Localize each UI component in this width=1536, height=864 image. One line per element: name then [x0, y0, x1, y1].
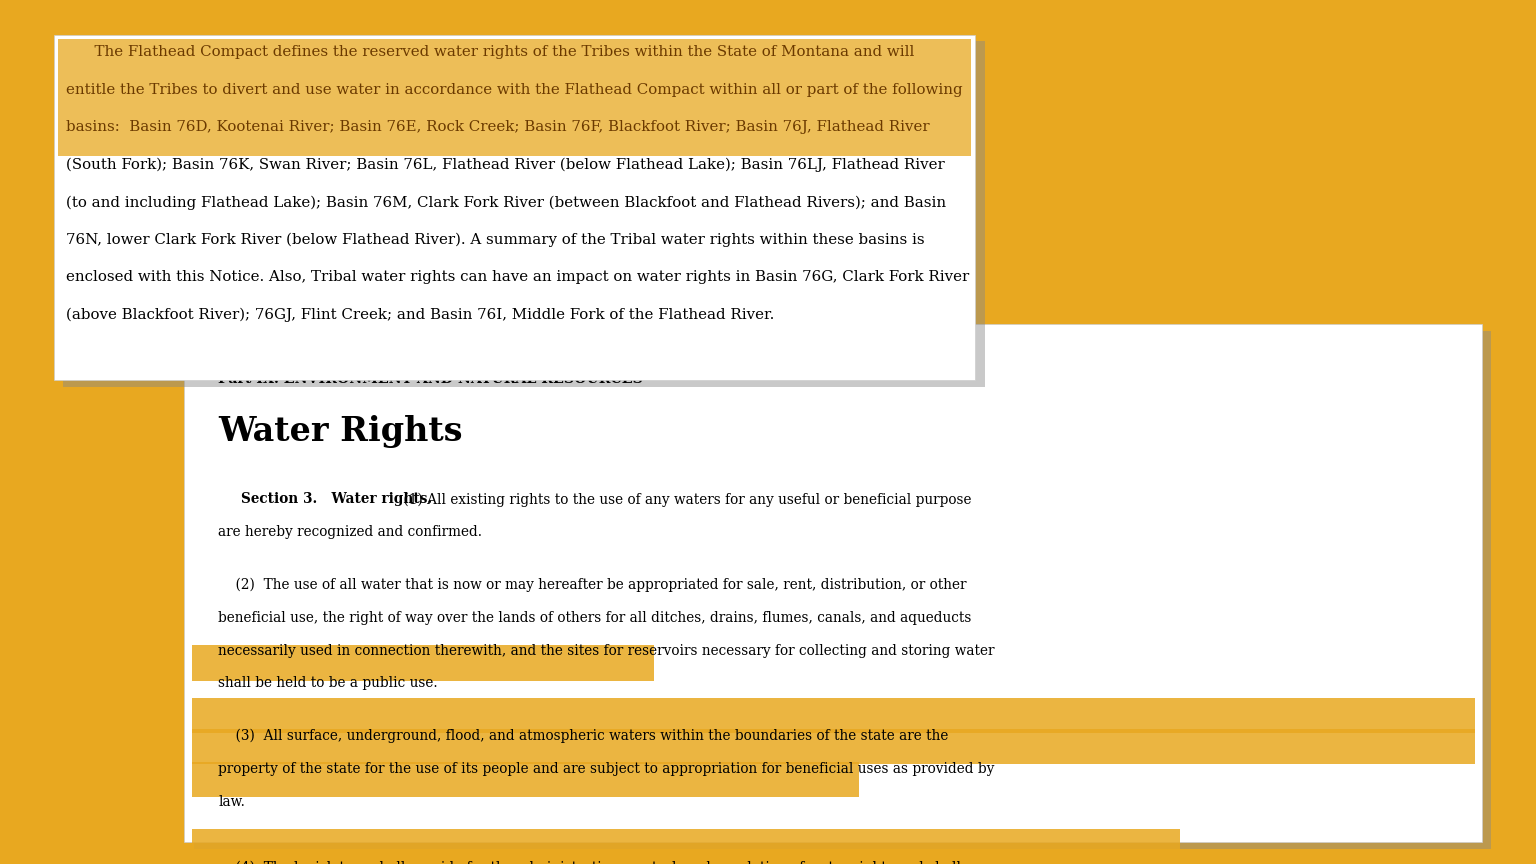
Text: (2)  The use of all water that is now or may hereafter be appropriated for sale,: (2) The use of all water that is now or …	[218, 578, 966, 592]
FancyBboxPatch shape	[194, 331, 1491, 849]
Text: basins:  Basin 76D, Kootenai River; Basin 76E, Rock Creek; Basin 76F, Blackfoot : basins: Basin 76D, Kootenai River; Basin…	[66, 120, 929, 134]
FancyBboxPatch shape	[54, 35, 975, 380]
FancyBboxPatch shape	[184, 324, 1482, 842]
Text: (1) All existing rights to the use of any waters for any useful or beneficial pu: (1) All existing rights to the use of an…	[399, 492, 972, 507]
Text: THE CONSTITUTION OF THE STATE OF MONTANA: THE CONSTITUTION OF THE STATE OF MONTANA	[218, 340, 535, 351]
Text: shall be held to be a public use.: shall be held to be a public use.	[218, 677, 438, 690]
Text: beneficial use, the right of way over the lands of others for all ditches, drain: beneficial use, the right of way over th…	[218, 611, 971, 625]
Text: Water Rights: Water Rights	[218, 415, 462, 448]
FancyBboxPatch shape	[192, 829, 1180, 864]
Text: (South Fork); Basin 76K, Swan River; Basin 76L, Flathead River (below Flathead L: (South Fork); Basin 76K, Swan River; Bas…	[66, 157, 945, 172]
Text: (3)  All surface, underground, flood, and atmospheric waters within the boundari: (3) All surface, underground, flood, and…	[218, 729, 949, 743]
FancyBboxPatch shape	[192, 729, 1475, 765]
Text: property of the state for the use of its people and are subject to appropriation: property of the state for the use of its…	[218, 762, 994, 776]
FancyBboxPatch shape	[63, 41, 985, 387]
FancyBboxPatch shape	[58, 39, 971, 156]
Text: (to and including Flathead Lake); Basin 76M, Clark Fork River (between Blackfoot: (to and including Flathead Lake); Basin …	[66, 195, 946, 210]
Text: Part IX. ENVIRONMENT AND NATURAL RESOURCES: Part IX. ENVIRONMENT AND NATURAL RESOURC…	[218, 372, 644, 386]
Text: entitle the Tribes to divert and use water in accordance with the Flathead Compa: entitle the Tribes to divert and use wat…	[66, 83, 963, 97]
Text: necessarily used in connection therewith, and the sites for reservoirs necessary: necessarily used in connection therewith…	[218, 644, 995, 658]
FancyBboxPatch shape	[192, 762, 859, 797]
Text: (above Blackfoot River); 76GJ, Flint Creek; and Basin 76I, Middle Fork of the Fl: (above Blackfoot River); 76GJ, Flint Cre…	[66, 308, 774, 322]
FancyBboxPatch shape	[192, 698, 1475, 734]
Text: ARTICLE IX. ENVIRONMENT AND NATURAL RESOURCES: ARTICLE IX. ENVIRONMENT AND NATURAL RESO…	[218, 355, 574, 366]
Text: (4)  The legislature shall provide for the administration, control, and regulati: (4) The legislature shall provide for th…	[218, 861, 962, 864]
FancyBboxPatch shape	[192, 645, 654, 681]
Text: are hereby recognized and confirmed.: are hereby recognized and confirmed.	[218, 525, 482, 539]
Text: law.: law.	[218, 795, 244, 809]
Text: enclosed with this Notice. Also, Tribal water rights can have an impact on water: enclosed with this Notice. Also, Tribal …	[66, 270, 969, 284]
Text: The Flathead Compact defines the reserved water rights of the Tribes within the : The Flathead Compact defines the reserve…	[66, 45, 914, 59]
Text: 76N, lower Clark Fork River (below Flathead River). A summary of the Tribal wate: 76N, lower Clark Fork River (below Flath…	[66, 232, 925, 247]
Text: Section 3.   Water rights.: Section 3. Water rights.	[241, 492, 432, 506]
